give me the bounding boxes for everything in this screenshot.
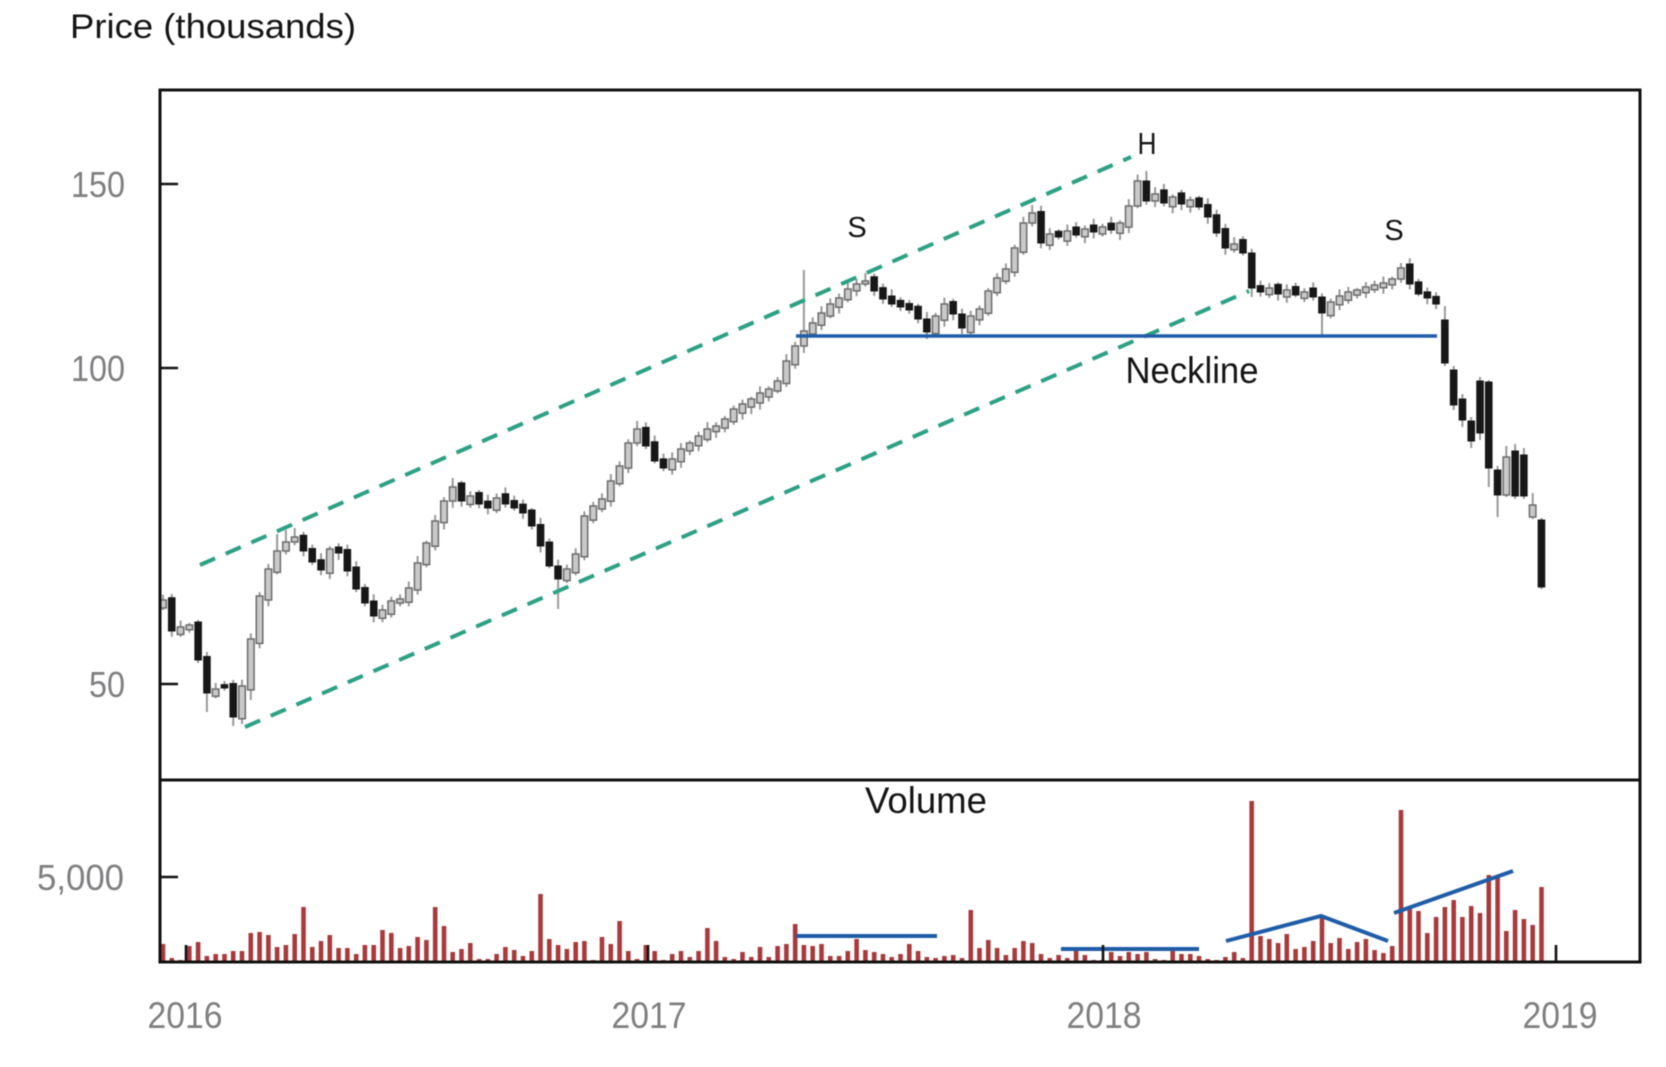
svg-text:2016: 2016 (148, 995, 223, 1036)
svg-text:S: S (847, 212, 866, 244)
svg-text:2018: 2018 (1067, 995, 1142, 1036)
svg-text:5,000: 5,000 (37, 857, 124, 898)
svg-text:150: 150 (71, 164, 125, 205)
svg-text:S: S (1384, 215, 1403, 247)
svg-text:2019: 2019 (1523, 995, 1598, 1036)
svg-text:50: 50 (89, 664, 125, 705)
svg-text:2017: 2017 (612, 995, 687, 1036)
svg-text:Volume: Volume (865, 780, 987, 821)
svg-text:Neckline: Neckline (1126, 350, 1259, 391)
svg-text:Price (thousands): Price (thousands) (70, 8, 356, 46)
svg-text:H: H (1138, 126, 1157, 161)
svg-text:100: 100 (71, 348, 125, 389)
